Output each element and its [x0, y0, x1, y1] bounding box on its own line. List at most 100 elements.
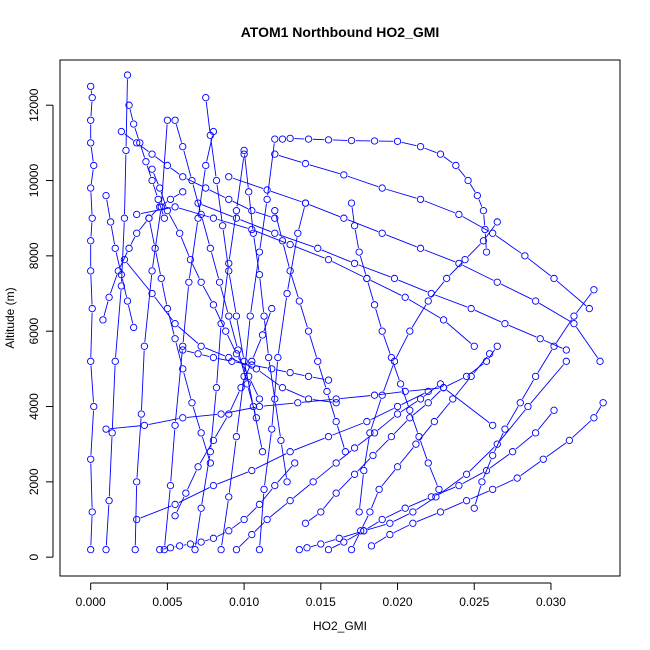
series-segment [416, 513, 437, 523]
data-point [332, 417, 340, 426]
data-point [218, 222, 227, 230]
series-line [271, 150, 593, 313]
data-point [295, 297, 303, 305]
series-segment [446, 322, 472, 344]
data-point [268, 425, 276, 433]
series-segment [419, 440, 428, 460]
data-point [550, 342, 558, 350]
data-point [278, 135, 287, 143]
data-point [171, 116, 179, 124]
data-point [489, 421, 497, 429]
data-point [117, 271, 126, 279]
series-segment [134, 486, 138, 546]
series-segment [374, 536, 387, 545]
data-point [271, 135, 279, 143]
series-segment [115, 290, 122, 358]
data-point [340, 538, 348, 546]
series-segment [195, 512, 201, 546]
data-point [585, 304, 593, 313]
data-point [406, 414, 414, 422]
series-segment [244, 365, 253, 403]
data-point [286, 134, 294, 142]
data-point [145, 214, 153, 222]
series-segment [520, 461, 541, 476]
series-segment [263, 312, 271, 332]
series-segment [483, 459, 492, 479]
series-line [301, 342, 501, 527]
data-point [206, 244, 215, 252]
data-point [133, 210, 141, 219]
series-segment [253, 237, 260, 271]
data-point [179, 342, 187, 350]
series-segment [90, 169, 94, 184]
y-tick-label: 0 [27, 554, 41, 561]
series-segment [393, 513, 410, 522]
data-point [88, 94, 96, 102]
data-point [171, 335, 179, 343]
data-point [87, 184, 95, 192]
series-segment [121, 278, 127, 298]
series-segment [515, 435, 533, 450]
data-point [265, 353, 273, 362]
series-segment [321, 249, 351, 263]
series-segment [151, 209, 158, 216]
series-segment [370, 399, 382, 430]
plot-area-frame [59, 59, 621, 577]
series-line [148, 165, 264, 403]
series-segment [252, 338, 262, 358]
data-point [133, 478, 141, 486]
series-segment [367, 282, 374, 301]
series-segment [462, 216, 490, 232]
series-segment [293, 484, 311, 499]
series-segment [239, 537, 250, 548]
series-segment [383, 334, 391, 354]
series-segment [167, 312, 175, 335]
data-point [350, 470, 359, 478]
series-segment [206, 135, 213, 162]
data-point [248, 466, 256, 475]
data-point [163, 161, 172, 170]
series-segment [521, 379, 534, 400]
data-point [324, 545, 333, 554]
data-point [539, 455, 547, 463]
data-point [521, 252, 529, 260]
data-point [409, 508, 417, 516]
data-point [436, 150, 445, 158]
data-point [255, 395, 264, 403]
data-point [493, 342, 501, 350]
series-segment [106, 199, 111, 218]
series-segment [244, 154, 249, 188]
series-segment [90, 312, 93, 358]
data-point [406, 406, 414, 414]
data-point [314, 244, 322, 252]
series-segment [354, 229, 359, 249]
data-point [393, 410, 402, 418]
series-segment [312, 399, 333, 403]
series-segment [155, 252, 161, 275]
data-point [157, 274, 165, 283]
x-tick-label: 0.025 [459, 595, 489, 609]
data-point [455, 481, 463, 490]
series-segment [228, 440, 237, 493]
series-segment [236, 380, 245, 433]
data-point [570, 319, 578, 328]
data-point [122, 146, 130, 155]
series-segment [473, 356, 488, 374]
data-point [243, 380, 251, 388]
data-point [493, 278, 501, 286]
data-point [406, 327, 414, 335]
y-axis-label: Altitude (m) [3, 287, 17, 348]
data-point [378, 184, 386, 192]
data-point [324, 376, 333, 384]
series-line [120, 255, 340, 407]
data-point [179, 142, 187, 151]
data-point [347, 136, 356, 145]
data-point [467, 304, 475, 313]
series-segment [202, 285, 212, 302]
series-segment [483, 214, 486, 226]
data-point [304, 372, 313, 381]
series-segment [462, 472, 484, 484]
data-point [129, 323, 138, 332]
data-point [442, 274, 451, 283]
data-point [255, 402, 264, 411]
